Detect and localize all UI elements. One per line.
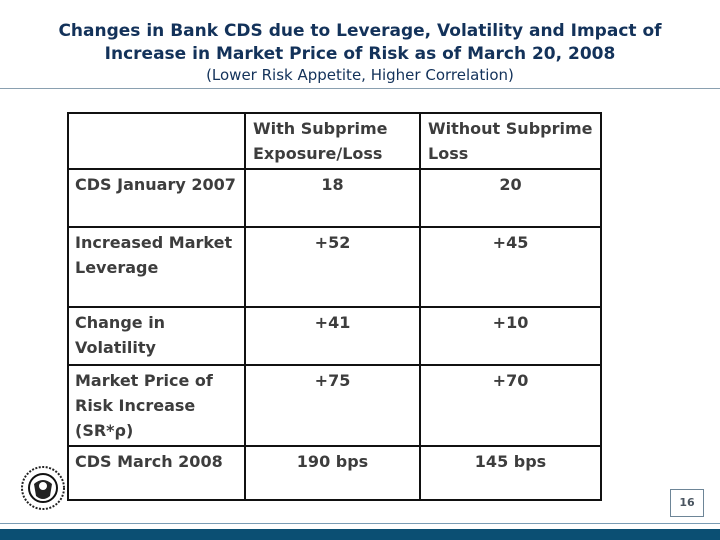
cell: +45 <box>419 226 602 308</box>
cell: +52 <box>244 226 421 308</box>
cell: +41 <box>244 306 421 366</box>
cell: 20 <box>419 168 602 228</box>
footer-line <box>0 523 720 524</box>
cell: +70 <box>419 364 602 447</box>
header-cell: Without Subprime Loss <box>419 112 602 170</box>
cell: +75 <box>244 364 421 447</box>
row-label: CDS March 2008 <box>67 445 246 501</box>
page-number: 16 <box>670 489 704 517</box>
row-label: Increased Market Leverage <box>67 226 246 308</box>
table-row: Change in Volatility +41 +10 <box>67 306 602 366</box>
slide-title: Changes in Bank CDS due to Leverage, Vol… <box>58 21 662 64</box>
table-row: CDS January 2007 18 20 <box>67 168 602 228</box>
table-header-row: With Subprime Exposure/Loss Without Subp… <box>67 112 602 170</box>
cell: 145 bps <box>419 445 602 501</box>
cell: 190 bps <box>244 445 421 501</box>
cell: 18 <box>244 168 421 228</box>
title-divider <box>0 88 720 89</box>
header-cell <box>67 112 246 170</box>
cell: +10 <box>419 306 602 366</box>
imf-seal-logo <box>21 466 65 510</box>
table-row: CDS March 2008 190 bps 145 bps <box>67 445 602 501</box>
row-label: CDS January 2007 <box>67 168 246 228</box>
row-label: Change in Volatility <box>67 306 246 366</box>
table-row: Market Price of Risk Increase (SR*ρ) +75… <box>67 364 602 447</box>
cds-table: With Subprime Exposure/Loss Without Subp… <box>67 112 602 501</box>
slide-subtitle: (Lower Risk Appetite, Higher Correlation… <box>206 66 514 84</box>
row-label: Market Price of Risk Increase (SR*ρ) <box>67 364 246 447</box>
table-row: Increased Market Leverage +52 +45 <box>67 226 602 308</box>
footer-bar <box>0 529 720 540</box>
header-cell: With Subprime Exposure/Loss <box>244 112 421 170</box>
